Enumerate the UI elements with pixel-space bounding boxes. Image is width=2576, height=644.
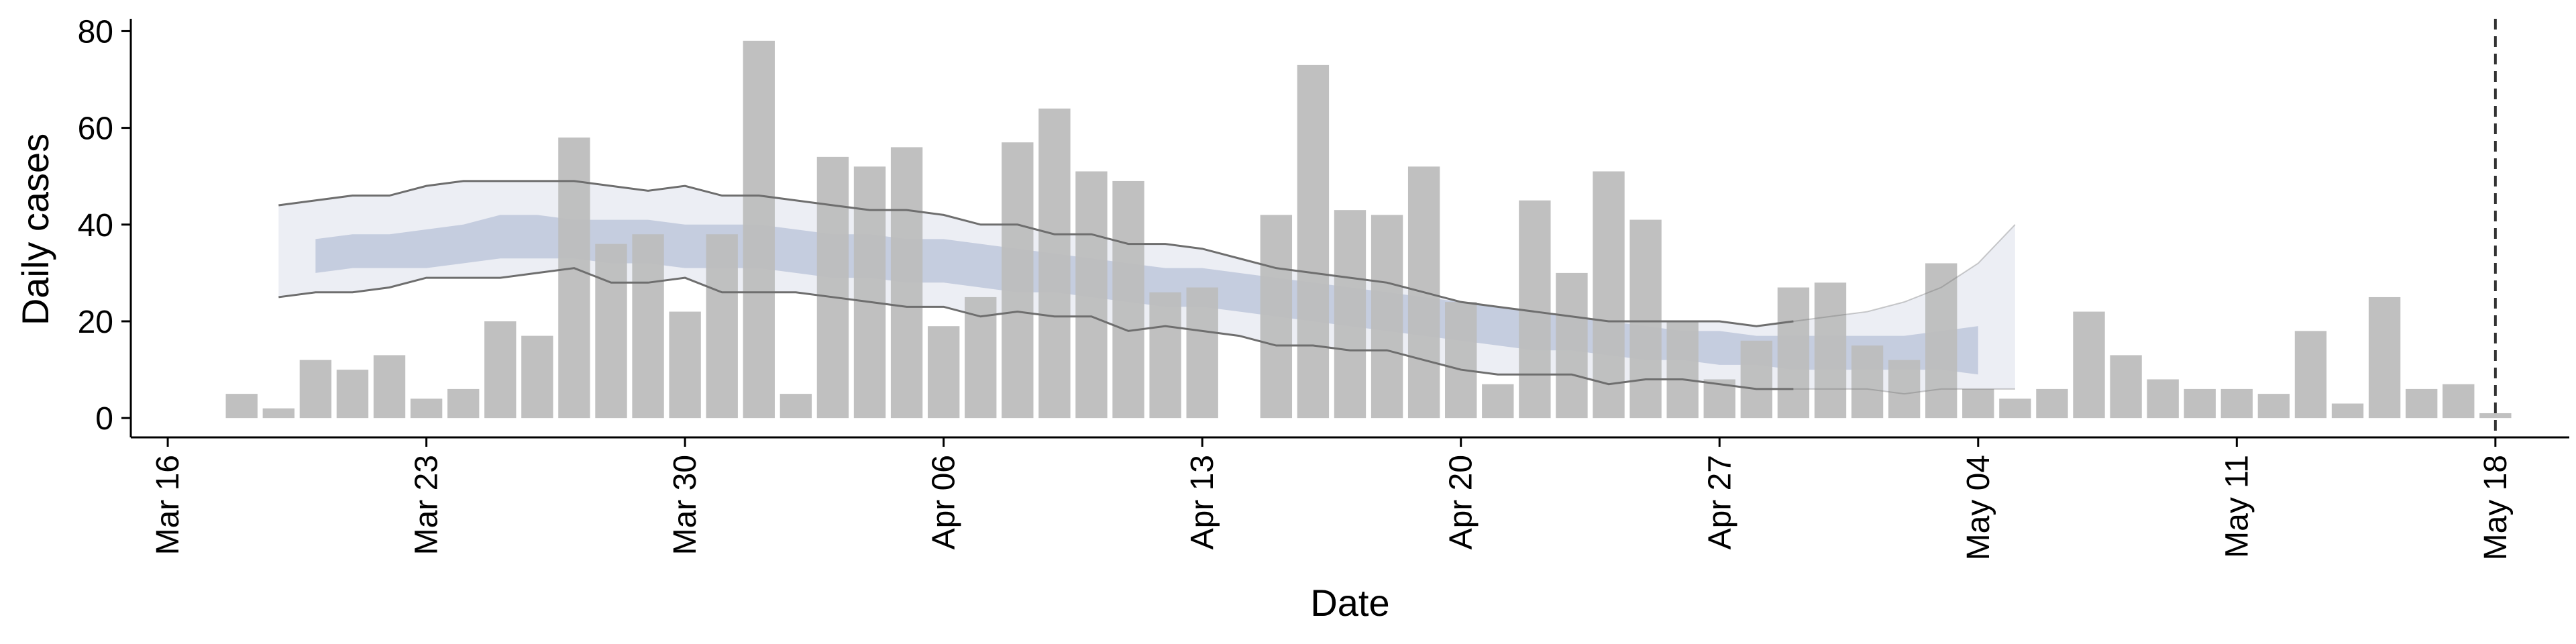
bar [1075,171,1108,419]
bar [373,355,406,419]
x-tick-label: Mar 16 [150,455,186,555]
x-tick-label: Mar 30 [667,455,703,555]
bar [816,156,849,419]
bar [1002,142,1034,419]
bar [558,138,590,419]
bar [447,388,480,419]
bar [1112,180,1144,419]
bar [2443,384,2475,419]
x-axis-title: Date [1310,582,1389,624]
bar [2110,355,2142,419]
bar [1260,215,1293,419]
bar [2294,331,2327,419]
bar [2368,297,2401,419]
bar [706,234,738,419]
x-ticks: Mar 16 Mar 23 Mar 30 Apr 06 Apr 13 Apr 20 Apr … [150,437,2514,560]
x-tick-label: May 18 [2478,455,2514,560]
bar [2331,403,2364,419]
bar [1962,388,1994,419]
x-tick-label: Apr 27 [1702,455,1737,549]
bar [1556,272,1588,419]
y-tick-label: 80 [78,14,113,50]
bar [2406,388,2438,419]
bar [1999,398,2031,419]
bar [1149,292,1181,419]
bar [1186,287,1218,419]
bar [595,244,627,419]
bar [927,326,960,419]
bar [1666,321,1699,419]
bars-group [225,40,2512,419]
bar [1445,302,1477,419]
bar [262,408,294,419]
lower-bound-line-projection [1793,388,2015,395]
y-tick-label: 60 [78,111,113,147]
bar [669,311,701,419]
x-tick-label: Apr 13 [1185,455,1220,549]
x-tick-label: Apr 06 [926,455,962,549]
bar [1593,171,1625,419]
bar [410,398,443,419]
bar [743,40,775,419]
bar [1334,210,1366,419]
bar [1814,282,1847,419]
y-tick-label: 20 [78,305,113,340]
bar [1740,340,1773,419]
bar [2147,379,2179,419]
bar [1371,215,1403,419]
x-tick-label: Apr 20 [1444,455,1479,549]
axes [129,19,2569,439]
bar [225,394,258,419]
x-tick-label: May 11 [2219,455,2255,558]
y-axis-title: Daily cases [14,133,56,325]
y-tick-label: 40 [78,208,113,244]
bar [1038,108,1071,419]
bar [1297,64,1330,419]
bar [336,370,369,419]
bar [1777,287,1810,419]
bar [853,166,886,419]
bar [484,321,517,419]
bar [521,335,553,419]
bar [1629,219,1662,419]
bar [2073,311,2105,419]
upper-bound-line [278,180,1794,327]
y-tick-label: 0 [95,401,113,437]
bar [1888,360,1921,419]
upper-bound-line-projection [1793,224,2016,322]
x-tick-label: May 04 [1961,455,1996,560]
bar [632,234,664,419]
bar [2036,388,2068,419]
bar [2184,388,2216,419]
lower-bound-line [278,267,1794,390]
y-ticks: 0 20 40 60 80 [78,14,131,437]
x-tick-label: Mar 23 [409,455,445,555]
model-lines [278,180,2016,395]
bar [299,360,332,419]
bar [1519,200,1551,419]
bar [890,147,923,419]
bar [1925,263,1957,419]
bar [780,394,812,419]
bar [1851,345,1884,419]
bar [2220,388,2253,419]
bar [2257,394,2290,419]
bar [2479,413,2512,419]
bar [1482,384,1514,419]
